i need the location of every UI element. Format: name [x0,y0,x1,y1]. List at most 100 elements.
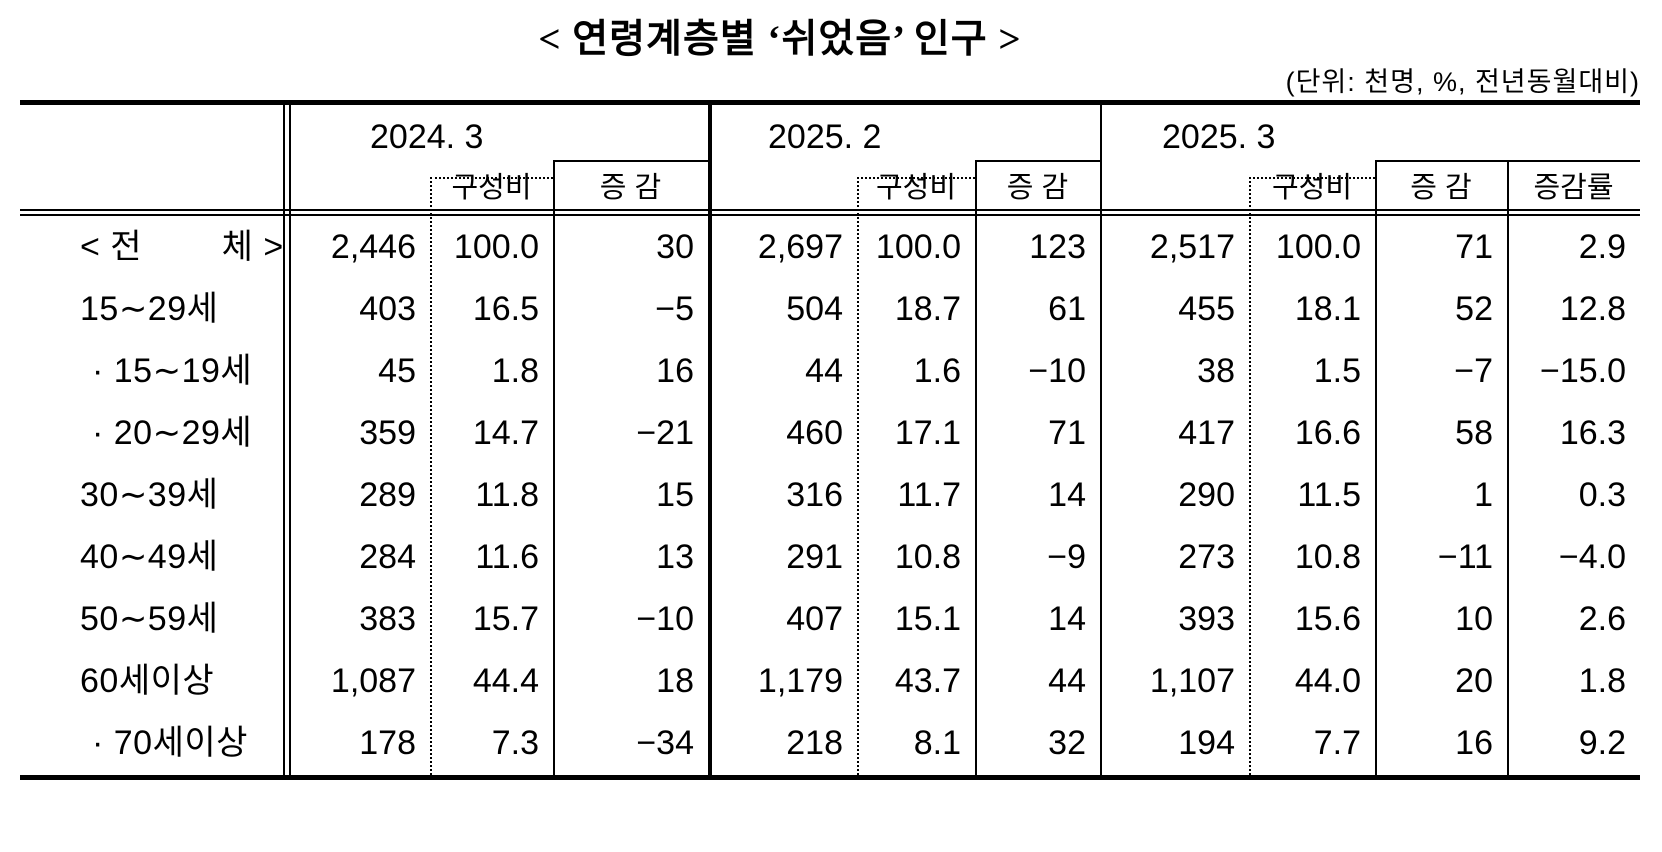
table-row: · 15∼19세 45 1.8 16 44 1.6 −10 38 1.5 −7 −15.0 [20,340,1640,402]
table-cell: 45 [378,352,416,390]
table-cell: 17.1 [894,414,961,452]
table-cell: 289 [359,476,416,514]
col-group-2024-3: 2024. 3 [370,118,484,156]
page-title: < 연령계층별 ‘쉬었음’ 인구 > [538,18,1022,61]
table-cell: −10 [1028,352,1086,390]
stat-table: 2024. 3 2025. 2 2025. 3 구성비 증 감 구성비 증 감 … [20,100,1640,780]
row-label: · 70세이상 [92,724,248,762]
table-cell: 20 [1455,662,1493,700]
table-cell: 1,087 [330,662,416,700]
subheader-2025-3-composition: 구성비 [1271,172,1353,204]
table-cell: −11 [1437,538,1493,576]
table-cell: 11.6 [475,538,539,576]
table-cell: 58 [1455,414,1493,452]
table-cell: 2.6 [1578,600,1626,638]
table-header: 2024. 3 2025. 2 2025. 3 구성비 증 감 구성비 증 감 … [20,105,1640,216]
table-cell: 44.0 [1294,662,1361,700]
rule-solid-vertical-1 [553,160,555,775]
table-cell: 13 [656,538,694,576]
table-cell: 273 [1178,538,1235,576]
rule-dotted-top-1 [430,177,553,179]
rule-thick-group-separator [708,105,712,775]
table-cell: 2,446 [330,228,416,266]
table-cell: −10 [636,600,694,638]
table-cell: 18.1 [1294,290,1361,328]
table-cell: 44.4 [472,662,539,700]
table-cell: 10 [1455,600,1493,638]
subheader-2025-2-composition: 구성비 [875,172,957,204]
table-cell: −15.0 [1539,352,1626,390]
subheader-2024-3-composition: 구성비 [451,172,532,204]
table-cell: −9 [1047,538,1086,576]
table-cell: 44 [805,352,843,390]
table-cell: 7.7 [1313,724,1361,762]
table-cell: 16 [1455,724,1493,762]
table-cell: 1,107 [1149,662,1235,700]
table-cell: 359 [359,414,416,452]
rule-solid-top-1 [553,160,708,162]
row-label: 40∼49세 [80,538,219,576]
table-cell: 12.8 [1559,290,1626,328]
table-cell: 100.0 [1275,228,1361,266]
table-cell: 383 [359,600,416,638]
table-cell: −4.0 [1558,538,1626,576]
table-cell: 2,697 [757,228,843,266]
table-cell: 8.1 [913,724,961,762]
table-cell: 1.6 [913,352,961,390]
table-cell: 11.5 [1297,476,1361,514]
row-label: 15∼29세 [80,290,219,328]
table-cell: 194 [1178,724,1235,762]
table-cell: −7 [1454,352,1493,390]
table-cell: 455 [1178,290,1235,328]
subheader-2024-3-change: 증 감 [599,172,662,204]
row-label: 30∼39세 [80,476,219,514]
table-cell: 407 [786,600,843,638]
table-cell: 2.9 [1578,228,1626,266]
table-cell: 16.6 [1294,414,1361,452]
row-label: 60세이상 [80,662,215,700]
table-cell: 15.7 [472,600,539,638]
table-cell: 71 [1048,414,1086,452]
table-cell: 316 [786,476,843,514]
rule-dotted-vertical-3 [1249,177,1251,775]
subheader-2025-2-change: 증 감 [1006,172,1069,204]
table-cell: 1.8 [491,352,539,390]
table-row: < 전 체 > 2,446 100.0 30 2,697 100.0 123 2,517 100… [20,216,1640,278]
table-cell: 1,179 [757,662,843,700]
table-cell: 100.0 [875,228,961,266]
table-cell: 14 [1048,600,1086,638]
table-cell: 7.3 [491,724,539,762]
table-cell: 403 [359,290,416,328]
table-cell: 290 [1178,476,1235,514]
row-label: 50∼59세 [80,600,219,638]
table-cell: 460 [786,414,843,452]
table-row: 30∼39세 289 11.8 15 316 11.7 14 290 11.5 1 0.3 [20,464,1640,526]
row-label: · 20∼29세 [92,414,253,452]
table-cell: 504 [786,290,843,328]
table-row: 40∼49세 284 11.6 13 291 10.8 −9 273 10.8 −11 −4.0 [20,526,1640,588]
table-row: 50∼59세 383 15.7 −10 407 15.1 14 393 15.6 10 2.6 [20,588,1640,650]
table-cell: 1.8 [1578,662,1626,700]
rule-group-separator-2 [1100,105,1102,775]
table-cell: 16.5 [472,290,539,328]
table-cell: 393 [1178,600,1235,638]
table-cell: −21 [636,414,694,452]
rule-solid-top-2 [975,160,1100,162]
table-cell: 218 [786,724,843,762]
rule-dotted-top-2 [857,177,975,179]
rule-solid-vertical-3 [1375,160,1377,775]
table-row: · 20∼29세 359 14.7 −21 460 17.1 71 417 16.6 58 16.3 [20,402,1640,464]
table-cell: 2,517 [1149,228,1235,266]
subheader-2025-3-change: 증 감 [1410,172,1472,204]
table-cell: 15 [656,476,694,514]
table-cell: 14 [1048,476,1086,514]
table-cell: 61 [1048,290,1086,328]
row-label: · 15∼19세 [92,352,253,390]
table-cell: 18 [656,662,694,700]
table-cell: 10.8 [894,538,961,576]
rule-dotted-top-3 [1249,177,1375,179]
table-cell: 16 [656,352,694,390]
table-body: < 전 체 >2,446 100.0 30 2,697 100.0 123 2,517 100… [20,216,1640,774]
row-label: < 전 체 > [80,228,284,266]
